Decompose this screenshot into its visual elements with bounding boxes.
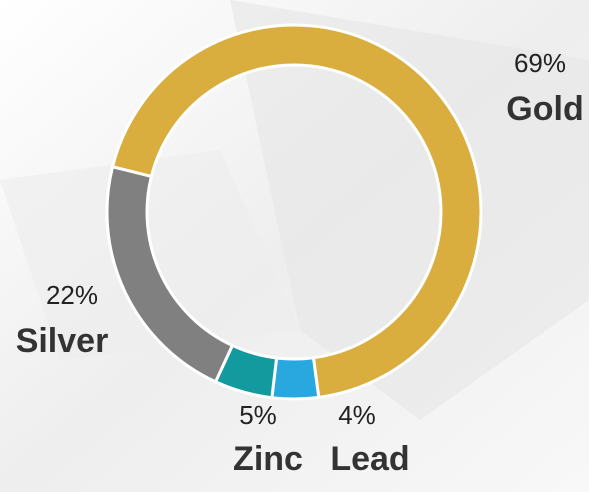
donut-segment xyxy=(272,358,319,399)
category-label: Zinc xyxy=(233,440,303,478)
category-label: Silver xyxy=(16,322,109,360)
value-label: 22% xyxy=(46,280,98,310)
category-label: Lead xyxy=(330,440,409,478)
value-label: 5% xyxy=(239,400,277,430)
value-label: 69% xyxy=(514,48,566,78)
value-label: 4% xyxy=(338,400,376,430)
chart: 69% Gold 4% Lead 5% Zinc 22% Silver xyxy=(0,0,589,492)
category-label: Gold xyxy=(506,90,583,128)
